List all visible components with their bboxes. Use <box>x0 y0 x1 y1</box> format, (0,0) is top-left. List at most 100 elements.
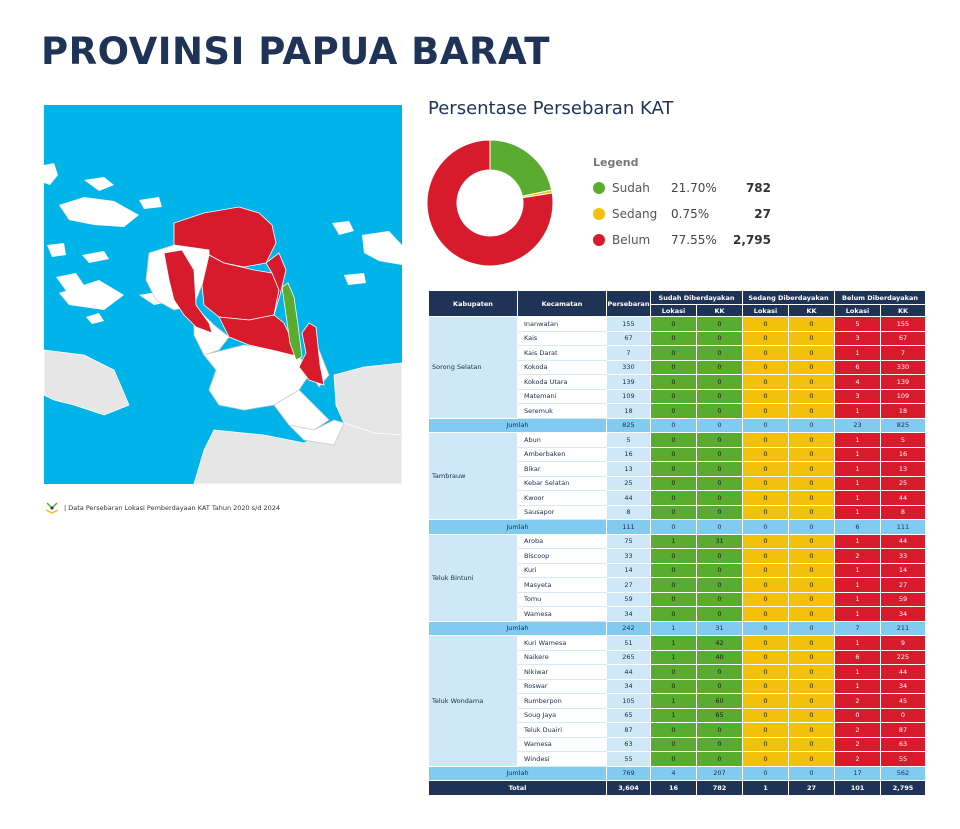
jumlah-row: Jumlah 242 1 31 0 0 7 211 <box>428 620 926 636</box>
value-cell: 1 <box>834 664 881 680</box>
value-cell: 0 <box>696 751 743 767</box>
value-cell: 0 <box>650 330 697 346</box>
value-cell: 0 <box>650 562 697 578</box>
value-cell: 0 <box>696 403 743 419</box>
value-cell: 0 <box>742 635 789 651</box>
header-persebaran: Persebaran <box>606 290 651 317</box>
value-cell: 16 <box>606 446 651 462</box>
value-cell: 34 <box>880 678 926 694</box>
value-cell: 0 <box>696 678 743 694</box>
value-cell: 0 <box>650 316 697 332</box>
value-cell: 0 <box>650 359 697 375</box>
value-cell: 0 <box>696 664 743 680</box>
jumlah-label: Jumlah <box>428 620 607 636</box>
kecamatan-cell: Kais <box>517 330 607 346</box>
jumlah-row: Jumlah 769 4 207 0 0 17 562 <box>428 765 926 781</box>
value-cell: 1 <box>650 693 697 709</box>
map-island <box>362 231 402 265</box>
kecamatan-cell: Nikiwar <box>517 664 607 680</box>
jumlah-value: 111 <box>606 519 651 535</box>
table-row: Masyeta 27 0 0 0 0 1 27 <box>429 577 926 593</box>
value-cell: 0 <box>742 678 789 694</box>
value-cell: 0 <box>742 432 789 448</box>
value-cell: 44 <box>880 533 926 549</box>
value-cell: 6 <box>834 359 881 375</box>
value-cell: 0 <box>788 736 835 752</box>
total-value: 16 <box>650 780 697 796</box>
value-cell: 0 <box>742 751 789 767</box>
value-cell: 1 <box>834 678 881 694</box>
value-cell: 0 <box>788 751 835 767</box>
map-island <box>59 280 124 310</box>
kabupaten-cell: Teluk Wondama <box>428 635 518 767</box>
legend-label: Sudah <box>612 181 650 195</box>
value-cell: 0 <box>696 722 743 738</box>
kecamatan-cell: Kwoor <box>517 490 607 506</box>
value-cell: 0 <box>742 562 789 578</box>
legend-label: Sedang <box>612 207 658 221</box>
value-cell: 0 <box>742 490 789 506</box>
value-cell: 0 <box>650 403 697 419</box>
value-cell: 0 <box>788 403 835 419</box>
value-cell: 25 <box>606 475 651 491</box>
value-cell: 0 <box>788 461 835 477</box>
donut-slice-sudah <box>489 139 553 197</box>
value-cell: 0 <box>650 432 697 448</box>
value-cell: 9 <box>880 635 926 651</box>
jumlah-value: 0 <box>788 519 835 535</box>
province-map <box>44 105 402 484</box>
value-cell: 155 <box>606 316 651 332</box>
value-cell: 44 <box>606 664 651 680</box>
value-cell: 1 <box>650 635 697 651</box>
value-cell: 34 <box>606 678 651 694</box>
map-island <box>139 197 162 209</box>
jumlah-value: 0 <box>696 519 743 535</box>
jumlah-value: 7 <box>834 620 881 636</box>
value-cell: 1 <box>834 461 881 477</box>
jumlah-value: 23 <box>834 417 881 433</box>
value-cell: 13 <box>880 461 926 477</box>
map-region-sorong-selatan <box>163 249 213 334</box>
value-cell: 0 <box>742 649 789 665</box>
value-cell: 0 <box>696 345 743 361</box>
donut-slice-belum <box>426 139 554 267</box>
jumlah-value: 0 <box>742 620 789 636</box>
value-cell: 0 <box>650 475 697 491</box>
jumlah-value: 0 <box>788 417 835 433</box>
header-lokasi: Lokasi <box>742 304 789 317</box>
header-kk: KK <box>788 304 835 317</box>
value-cell: 18 <box>606 403 651 419</box>
value-cell: 0 <box>650 606 697 622</box>
value-cell: 0 <box>650 490 697 506</box>
value-cell: 65 <box>696 707 743 723</box>
jumlah-value: 111 <box>880 519 926 535</box>
value-cell: 0 <box>650 751 697 767</box>
value-cell: 1 <box>834 504 881 520</box>
jumlah-value: 242 <box>606 620 651 636</box>
value-cell: 0 <box>788 490 835 506</box>
table-row: Tambrauw Abun 5 0 0 0 0 1 5 <box>428 432 926 520</box>
table-row: Kais 67 0 0 0 0 3 67 <box>429 330 926 346</box>
table-row: Kais Darat 7 0 0 0 0 1 7 <box>429 345 926 361</box>
value-cell: 1 <box>650 533 697 549</box>
value-cell: 0 <box>788 664 835 680</box>
value-cell: 27 <box>880 577 926 593</box>
value-cell: 0 <box>742 374 789 390</box>
jumlah-value: 0 <box>742 519 789 535</box>
value-cell: 0 <box>696 446 743 462</box>
value-cell: 59 <box>880 591 926 607</box>
map-island <box>44 163 58 185</box>
jumlah-value: 4 <box>650 765 697 781</box>
value-cell: 13 <box>606 461 651 477</box>
value-cell: 34 <box>880 606 926 622</box>
table-row: Kwoor 44 0 0 0 0 1 44 <box>429 490 926 506</box>
value-cell: 5 <box>606 432 651 448</box>
chart-legend: Legend Sudah 21.70% 782 Sedang 0.75% 27 … <box>593 156 771 253</box>
value-cell: 1 <box>834 635 881 651</box>
value-cell: 0 <box>696 736 743 752</box>
value-cell: 31 <box>696 533 743 549</box>
value-cell: 0 <box>788 504 835 520</box>
value-cell: 0 <box>696 330 743 346</box>
value-cell: 0 <box>788 649 835 665</box>
table-row: Matemani 109 0 0 0 0 3 109 <box>429 388 926 404</box>
